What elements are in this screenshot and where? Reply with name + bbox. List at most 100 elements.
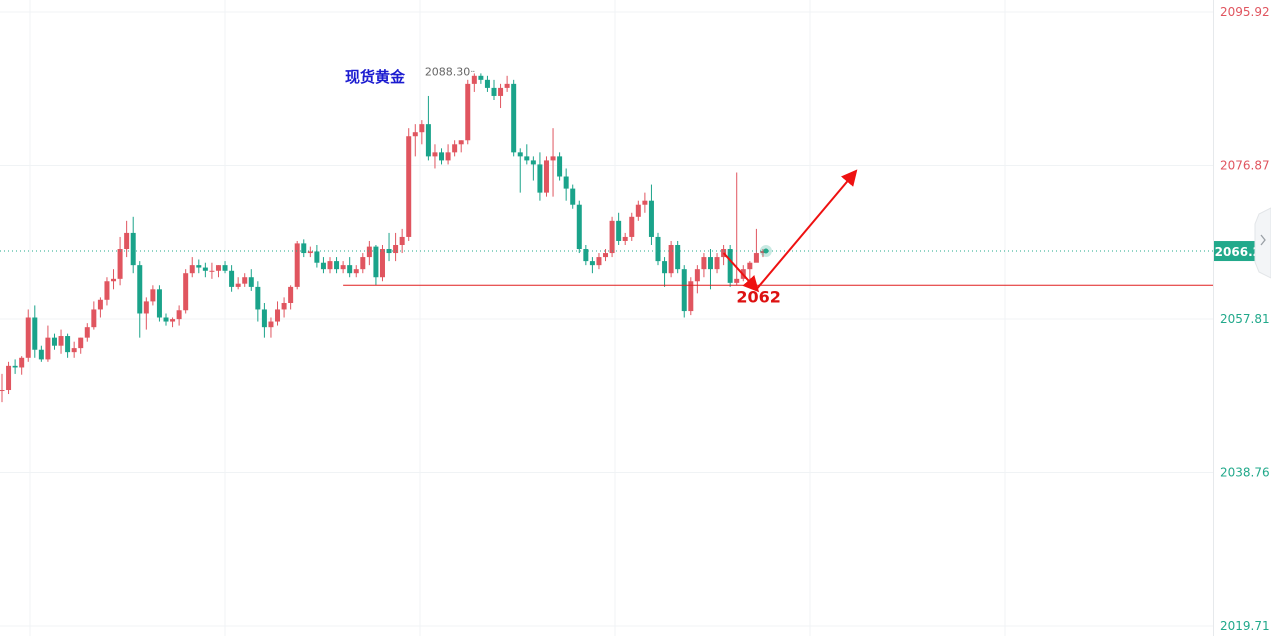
candle-body: [229, 270, 235, 287]
candle-body: [675, 244, 681, 270]
candle-body: [58, 336, 64, 346]
candle-body: [648, 200, 654, 237]
candle-body: [334, 261, 340, 270]
candle-body: [688, 281, 694, 312]
candle-body: [0, 390, 5, 392]
candle-body: [104, 281, 110, 300]
y-tick-label: 2057.81: [1220, 312, 1270, 326]
overlays: 2062 现货黄金 2088.30: [0, 65, 1213, 306]
candle-body: [124, 232, 130, 250]
candle-body: [603, 253, 609, 258]
candle-body: [65, 336, 71, 353]
candle-body: [288, 286, 294, 304]
candle-body: [445, 152, 451, 161]
candle-body: [563, 176, 569, 189]
candle-body: [222, 265, 228, 271]
candle-body: [25, 317, 31, 358]
candle-body: [294, 243, 300, 287]
candle-body: [576, 204, 582, 250]
candle-body: [511, 83, 517, 153]
candle-body: [281, 303, 287, 310]
candle-body: [176, 310, 182, 320]
price-axis: 2095.922076.872057.812038.762019.712066.…: [1213, 0, 1271, 636]
candle-body: [183, 273, 189, 311]
candle-body: [347, 265, 353, 274]
candle-body: [215, 265, 221, 271]
candle-body: [261, 309, 267, 328]
candle-body: [156, 289, 162, 318]
candle-body: [701, 257, 707, 270]
candle-body: [694, 269, 700, 282]
candle-body: [12, 365, 18, 368]
candle-body: [681, 269, 687, 312]
candle-body: [78, 337, 84, 349]
candle-body: [760, 251, 766, 254]
candle-body: [727, 249, 733, 283]
candle-body: [432, 152, 438, 157]
candle-body: [721, 249, 727, 258]
candle-body: [117, 249, 123, 279]
candle-body: [209, 270, 215, 272]
candle-body: [439, 152, 445, 161]
candle-body: [307, 251, 313, 254]
candle-body: [504, 83, 510, 88]
candle-body: [32, 317, 38, 350]
candle-body: [622, 236, 628, 241]
candle-body: [465, 83, 471, 141]
candle-body: [45, 337, 51, 360]
support-label: 2062: [736, 287, 781, 306]
candle-body: [97, 299, 103, 310]
candle-body: [320, 262, 326, 270]
candle-body: [314, 251, 320, 263]
forecast-arrow: [722, 252, 760, 293]
candle-body: [373, 246, 379, 278]
candle-body: [543, 160, 549, 193]
candle-body: [629, 216, 635, 237]
candle-body: [707, 257, 713, 270]
candle-body: [642, 200, 648, 205]
forecast-arrow: [755, 169, 858, 290]
candle-body: [51, 337, 57, 346]
candle-body: [301, 243, 307, 254]
candle-body: [235, 283, 241, 287]
candle-body: [248, 277, 254, 287]
candle-body: [557, 156, 563, 177]
candle-body: [393, 244, 399, 254]
candle-body: [734, 278, 740, 283]
candle-body: [478, 75, 484, 80]
candle-body: [491, 87, 497, 96]
grid: [0, 0, 1213, 636]
candle-body: [386, 249, 392, 254]
candle-body: [379, 249, 385, 278]
y-tick-label: 2019.71: [1220, 619, 1270, 633]
candle-body: [163, 317, 169, 322]
candle-body: [275, 309, 281, 322]
candle-body: [609, 220, 615, 254]
candle-body: [662, 261, 668, 274]
candle-body: [517, 152, 523, 157]
candle-body: [530, 160, 536, 165]
candle-body: [498, 87, 504, 96]
candle-body: [189, 265, 195, 274]
candle-body: [327, 261, 333, 270]
candle-body: [202, 267, 208, 271]
y-tick-label: 2038.76: [1220, 466, 1270, 480]
candle-body: [596, 257, 602, 266]
candle-body: [753, 253, 759, 263]
candle-body: [419, 124, 425, 133]
y-tick-label: 2095.92: [1220, 5, 1270, 19]
candle-body: [268, 321, 274, 328]
candle-body: [111, 278, 117, 282]
candle-body: [196, 265, 202, 268]
candle-body: [589, 261, 595, 266]
candle-body: [170, 319, 176, 322]
candle-body: [366, 246, 372, 258]
candle-body: [150, 289, 156, 302]
candles: [0, 73, 766, 403]
candle-body: [19, 357, 25, 368]
high-annotation: 2088.30: [425, 65, 471, 78]
candle-body: [747, 262, 753, 270]
candle-body: [360, 257, 366, 270]
